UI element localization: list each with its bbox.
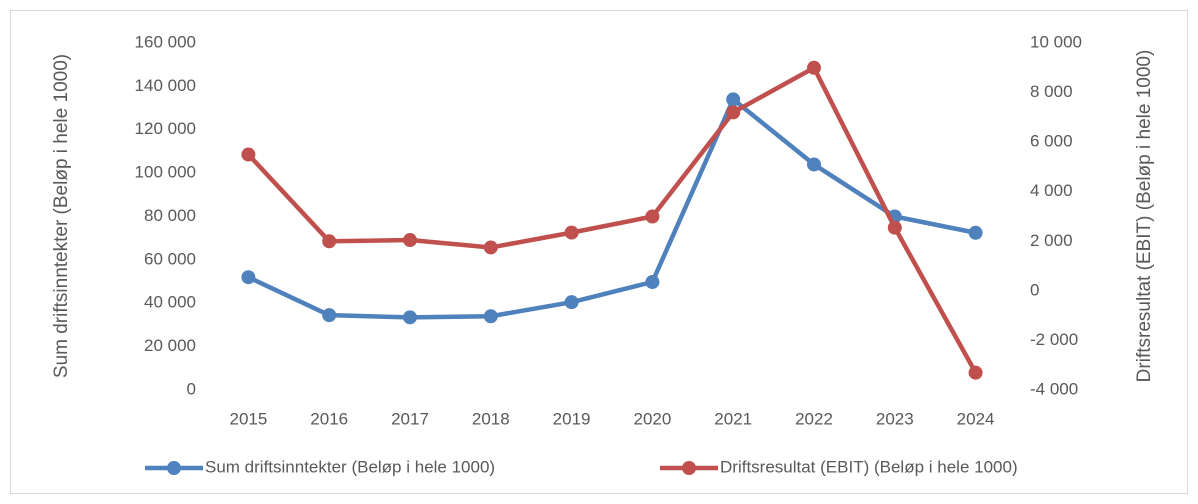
data-point [564,225,579,240]
y-tick-label: 120 000 [135,119,196,138]
data-point [887,220,902,235]
y-tick-label: 60 000 [144,249,196,268]
y2-tick-label: 6 000 [1030,132,1073,151]
data-point [726,105,741,120]
data-point [564,295,579,310]
y2-tick-label: 8 000 [1030,82,1073,101]
data-point [968,365,983,380]
data-point [241,270,256,285]
data-point [645,209,660,224]
x-tick-label: 2024 [957,409,995,428]
y-tick-label: 40 000 [144,293,196,312]
data-point [483,240,498,255]
series-line [247,97,977,320]
x-tick-label: 2022 [795,409,833,428]
y-tick-label: 80 000 [144,206,196,225]
data-point [403,310,417,325]
data-point [645,274,660,289]
x-tick-label: 2017 [391,409,429,428]
x-tick-label: 2021 [714,409,752,428]
data-point [241,147,256,162]
x-tick-label: 2023 [876,409,914,428]
series-line [246,65,978,374]
data-point [807,157,821,172]
y2-tick-label: 4 000 [1030,181,1073,200]
legend-marker [682,461,696,475]
data-point [403,233,417,248]
y-tick-label: 160 000 [135,32,196,51]
y-tick-label: 20 000 [144,336,196,355]
data-point [322,234,337,249]
x-tick-label: 2019 [553,409,591,428]
legend-marker [167,461,181,475]
data-point [483,309,498,324]
chart-border [10,10,1188,494]
y2-tick-label: 2 000 [1030,231,1073,250]
legend-label: Sum driftsinntekter (Beløp i hele 1000) [205,457,495,476]
x-tick-label: 2015 [229,409,267,428]
data-point [322,308,337,323]
y2-axis-title: Driftsresultat (EBIT) (Beløp i hele 1000… [1134,49,1155,383]
data-point [807,60,821,75]
data-point [726,92,741,107]
x-tick-label: 2020 [633,409,671,428]
y2-tick-label: 0 [1030,280,1039,299]
legend-label: Driftsresultat (EBIT) (Beløp i hele 1000… [720,457,1018,476]
y2-tick-label: 10 000 [1030,32,1082,51]
y-tick-label: 100 000 [135,163,196,182]
x-tick-label: 2018 [472,409,510,428]
y-tick-label: 0 [187,379,196,398]
x-tick-label: 2016 [310,409,348,428]
y2-tick-label: -4 000 [1030,379,1078,398]
y2-tick-label: -2 000 [1030,330,1078,349]
y-axis-title: Sum driftsinntekter (Beløp i hele 1000) [51,53,72,379]
data-point [968,225,983,240]
y-tick-label: 140 000 [135,76,196,95]
